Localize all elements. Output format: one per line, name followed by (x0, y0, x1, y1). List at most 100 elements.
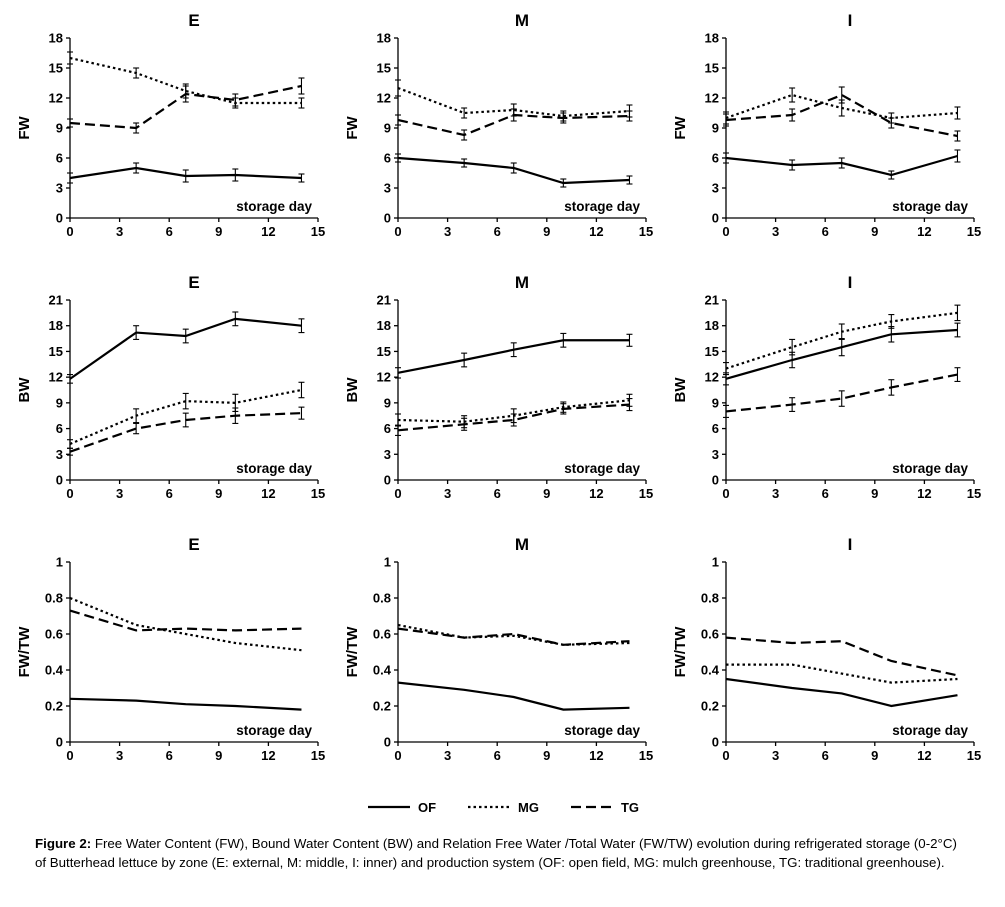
svg-text:3: 3 (711, 181, 718, 196)
x-axis-ticks: 0 3 6 9 12 15 (722, 480, 981, 501)
svg-text:0: 0 (711, 211, 718, 226)
chart-title: E (188, 273, 199, 292)
series-TG (394, 398, 632, 436)
series-OF (722, 149, 960, 180)
svg-text:9: 9 (55, 121, 62, 136)
svg-text:0: 0 (394, 486, 401, 501)
svg-text:9: 9 (871, 748, 878, 763)
y-axis-ticks: 0 3 6 9 12 15 18 21 (704, 293, 726, 488)
figure-2: E FW 0 3 6 9 12 15 18 0 3 6 9 12 15 storage day M FW 0 3 6 9… (16, 10, 990, 871)
chart-panel-bw-m: M BW 0 3 6 9 12 15 18 21 0 3 6 9 12 15 storage day (344, 272, 662, 522)
svg-text:15: 15 (310, 224, 324, 239)
line-chart: I FW/TW 0 0.2 0.4 0.6 0.8 1 0 3 6 9 12 15 storage day (672, 535, 981, 763)
storage-day-label: storage day (236, 199, 312, 214)
x-axis-ticks: 0 3 6 9 12 15 (66, 742, 325, 763)
svg-text:0.6: 0.6 (44, 627, 62, 642)
series-TG (725, 636, 958, 677)
series-OF (397, 681, 629, 711)
svg-text:6: 6 (165, 486, 172, 501)
chart-panel-bw-i: I BW 0 3 6 9 12 15 18 21 0 3 6 9 12 15 storage day (672, 272, 990, 522)
svg-text:12: 12 (261, 486, 275, 501)
storage-day-label: storage day (236, 723, 312, 738)
svg-text:18: 18 (48, 318, 62, 333)
svg-text:15: 15 (638, 224, 652, 239)
svg-text:9: 9 (215, 224, 222, 239)
svg-text:6: 6 (493, 486, 500, 501)
svg-text:0: 0 (711, 735, 718, 750)
svg-text:15: 15 (966, 486, 980, 501)
chart-title: I (847, 273, 852, 292)
svg-text:15: 15 (48, 344, 62, 359)
svg-text:3: 3 (383, 447, 390, 462)
svg-text:21: 21 (48, 293, 62, 308)
svg-text:0.2: 0.2 (372, 699, 390, 714)
line-chart: E FW 0 3 6 9 12 15 18 0 3 6 9 12 15 storage day (16, 11, 325, 239)
series-MG (725, 663, 958, 684)
svg-text:3: 3 (55, 447, 62, 462)
svg-text:3: 3 (115, 748, 122, 763)
svg-text:0: 0 (55, 211, 62, 226)
svg-text:15: 15 (48, 61, 62, 76)
svg-text:0.6: 0.6 (700, 627, 718, 642)
legend-label: TG (620, 799, 640, 815)
axes (68, 562, 318, 743)
series-TG (66, 406, 304, 456)
legend-item-of: OF (366, 800, 436, 815)
svg-text:6: 6 (821, 748, 828, 763)
axes (724, 38, 974, 219)
series-OF (66, 162, 304, 184)
storage-day-label: storage day (564, 199, 640, 214)
legend-item-mg: MG (466, 800, 539, 815)
storage-day-label: storage day (892, 461, 968, 476)
axes (724, 562, 974, 743)
chart-title: I (847, 535, 852, 554)
line-chart: M FW/TW 0 0.2 0.4 0.6 0.8 1 0 3 6 9 12 15 storage day (344, 535, 653, 763)
svg-text:9: 9 (383, 121, 390, 136)
y-axis-label: BW (672, 377, 689, 403)
series-OF (69, 697, 302, 711)
x-axis-ticks: 0 3 6 9 12 15 (66, 480, 325, 501)
svg-text:18: 18 (48, 31, 62, 46)
figure-caption-text: Free Water Content (FW), Bound Water Con… (35, 836, 957, 871)
y-axis-label: FW/TW (672, 626, 689, 678)
axes (68, 300, 318, 481)
chart-panel-fw-i: I FW 0 3 6 9 12 15 18 0 3 6 9 12 15 storage day (672, 10, 990, 260)
chart-panel-bw-e: E BW 0 3 6 9 12 15 18 21 0 3 6 9 12 15 storage day (16, 272, 334, 522)
svg-text:0.4: 0.4 (700, 663, 719, 678)
svg-text:21: 21 (704, 293, 718, 308)
svg-text:0: 0 (722, 486, 729, 501)
svg-text:0.6: 0.6 (372, 627, 390, 642)
storage-day-label: storage day (236, 461, 312, 476)
svg-text:9: 9 (543, 748, 550, 763)
svg-text:0.4: 0.4 (44, 663, 63, 678)
chart-title: E (188, 11, 199, 30)
series-OF (725, 677, 958, 708)
svg-text:0: 0 (394, 224, 401, 239)
svg-text:1: 1 (383, 555, 390, 570)
y-axis-ticks: 0 3 6 9 12 15 18 21 (48, 293, 70, 488)
svg-text:3: 3 (55, 181, 62, 196)
axes (396, 562, 646, 743)
svg-text:9: 9 (215, 486, 222, 501)
svg-text:9: 9 (711, 121, 718, 136)
svg-text:0: 0 (55, 473, 62, 488)
y-axis-label: FW (16, 116, 33, 140)
svg-text:0: 0 (55, 735, 62, 750)
y-axis-ticks: 0 3 6 9 12 15 18 (376, 31, 398, 226)
svg-text:9: 9 (543, 486, 550, 501)
svg-text:1: 1 (55, 555, 62, 570)
svg-text:0: 0 (66, 224, 73, 239)
svg-text:15: 15 (376, 61, 390, 76)
chart-title: M (514, 273, 528, 292)
svg-text:3: 3 (711, 447, 718, 462)
svg-text:3: 3 (383, 181, 390, 196)
storage-day-label: storage day (892, 723, 968, 738)
y-axis-ticks: 0 0.2 0.4 0.6 0.8 1 (700, 555, 726, 750)
line-chart: I FW 0 3 6 9 12 15 18 0 3 6 9 12 15 storage day (672, 11, 981, 239)
svg-text:12: 12 (917, 748, 931, 763)
svg-text:3: 3 (443, 748, 450, 763)
svg-text:6: 6 (821, 224, 828, 239)
svg-text:15: 15 (638, 748, 652, 763)
legend-solid-line-icon (367, 805, 410, 809)
chart-title: I (847, 11, 852, 30)
